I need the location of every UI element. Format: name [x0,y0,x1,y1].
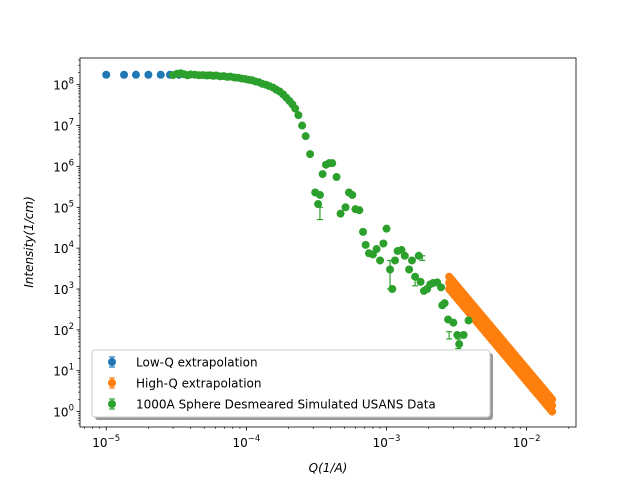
data-point [414,251,423,260]
x-tick-label: 10−3 [373,434,401,450]
legend-label: 1000A Sphere Desmeared Simulated USANS D… [136,398,436,412]
data-point [332,173,341,182]
y-axis-label: Intensity(1/cm) [22,196,36,288]
legend: Low-Q extrapolation High-Q extrapolation 1… [91,349,493,420]
data-point [449,318,458,327]
series-1 [445,272,557,416]
data-point [341,203,350,212]
data-point [372,245,381,254]
data-point [102,70,111,79]
legend-entries: Low-Q extrapolation High-Q extrapolation 1… [108,356,436,412]
legend-marker [108,358,116,366]
data-point [306,150,315,159]
data-point [382,224,391,233]
data-point [294,111,303,120]
y-tick-label: 105 [53,199,74,215]
data-point [144,70,153,79]
x-axis-ticks: 10−5 10−4 10−3 10−2 [84,427,570,450]
data-point [359,227,368,236]
data-point [291,104,300,113]
y-tick-label: 100 [53,404,74,420]
data-point [440,299,449,308]
data-point [459,330,468,339]
series-0 [102,70,183,79]
data-point [453,330,462,339]
data-point [328,159,337,168]
data-point [464,316,473,325]
data-point [314,200,323,209]
data-point [355,206,364,215]
data-point [156,70,165,79]
data-point [548,401,557,410]
data-point [548,395,557,404]
x-tick-label: 10−4 [232,434,260,450]
data-point [131,70,140,79]
data-point [416,277,425,286]
data-point [400,251,409,260]
y-tick-label: 106 [53,158,74,174]
legend-marker [108,400,116,408]
data-point [391,256,400,265]
y-tick-label: 103 [53,281,74,297]
data-point [437,283,446,292]
data-point [298,121,307,130]
y-tick-label: 102 [53,322,74,338]
data-point [386,265,395,274]
x-axis-label: Q(1/A) [309,461,348,475]
data-point [376,256,385,265]
data-point [361,240,370,249]
x-tick-label: 10−5 [92,434,120,450]
legend-box [91,349,491,418]
data-point [348,190,357,199]
legend-label: High-Q extrapolation [136,377,262,391]
data-point [388,285,397,294]
data-point [407,256,416,265]
x-tick-label: 10−2 [513,434,541,450]
data-point [120,70,129,79]
y-tick-label: 107 [53,118,74,134]
data-point [301,132,310,141]
data-point [455,340,464,349]
series-2 [169,69,473,350]
data-series [102,69,557,416]
y-tick-label: 101 [53,363,74,379]
data-point [379,239,388,248]
plot-frame [79,57,577,428]
legend-label: Low-Q extrapolation [136,356,258,370]
y-tick-label: 104 [53,240,74,256]
data-point [548,407,557,416]
data-point [315,190,324,199]
data-point [411,272,420,281]
y-tick-label: 108 [53,77,74,93]
data-point [336,209,345,218]
data-point [405,265,414,274]
data-point [318,170,327,179]
legend-marker [108,379,116,387]
